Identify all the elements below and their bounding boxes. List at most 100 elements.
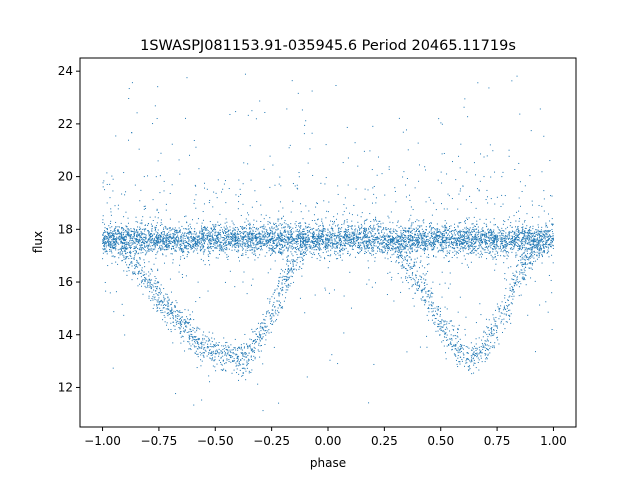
data-point — [365, 233, 367, 235]
data-point — [168, 231, 170, 233]
data-point — [292, 240, 294, 242]
data-point — [468, 232, 470, 234]
data-point — [405, 227, 407, 229]
data-point — [213, 224, 215, 226]
data-point — [330, 242, 332, 244]
data-point — [537, 237, 539, 239]
data-point — [333, 235, 335, 237]
data-point — [462, 248, 464, 250]
data-point — [342, 253, 344, 255]
data-point — [393, 240, 395, 242]
data-point — [521, 232, 523, 234]
data-point — [350, 245, 352, 247]
data-point — [475, 237, 477, 239]
data-point — [251, 233, 253, 235]
data-point — [401, 243, 403, 245]
data-point — [317, 229, 319, 231]
data-point — [505, 241, 507, 243]
data-point — [355, 240, 357, 242]
data-point — [366, 240, 368, 242]
data-point — [273, 242, 275, 244]
data-point — [318, 246, 320, 248]
data-point — [239, 231, 241, 233]
data-point — [307, 241, 309, 243]
data-point — [412, 251, 414, 253]
data-point — [237, 245, 239, 247]
data-point — [138, 236, 140, 238]
data-point — [405, 242, 407, 244]
data-point — [278, 234, 280, 236]
data-point — [204, 234, 206, 236]
data-point — [176, 229, 178, 231]
data-point — [318, 248, 320, 250]
data-point — [254, 244, 256, 246]
data-point — [126, 231, 128, 233]
data-point — [147, 240, 149, 242]
data-point — [343, 240, 345, 242]
data-point — [532, 252, 534, 254]
data-point — [514, 233, 516, 235]
data-point — [452, 251, 454, 253]
data-point — [412, 239, 414, 241]
data-point — [277, 245, 279, 247]
data-point — [492, 241, 494, 243]
data-point — [159, 247, 161, 249]
data-point — [200, 247, 202, 249]
data-point — [209, 242, 211, 244]
data-point — [323, 228, 325, 230]
data-point — [459, 237, 461, 239]
data-point — [104, 243, 106, 245]
data-point — [313, 234, 315, 236]
data-point — [506, 235, 508, 237]
data-point — [293, 239, 295, 241]
data-point — [135, 240, 137, 242]
data-point — [107, 242, 109, 244]
data-point — [465, 235, 467, 237]
data-point — [374, 237, 376, 239]
data-point — [171, 229, 173, 231]
data-point — [214, 229, 216, 231]
data-point — [246, 240, 248, 242]
data-point — [295, 230, 297, 232]
data-point — [302, 239, 304, 241]
data-point — [522, 242, 524, 244]
data-point — [413, 240, 415, 242]
data-point — [160, 235, 162, 237]
data-point — [318, 235, 320, 237]
data-point — [484, 246, 486, 248]
data-point — [109, 243, 111, 245]
data-point — [366, 244, 368, 246]
data-point — [241, 357, 243, 359]
data-point — [424, 248, 426, 250]
data-point — [191, 235, 193, 237]
data-point — [180, 237, 182, 239]
data-point — [387, 239, 389, 241]
data-point — [315, 236, 317, 238]
data-point — [201, 233, 203, 235]
data-point — [163, 239, 165, 241]
data-point — [423, 248, 425, 250]
data-point — [159, 241, 161, 243]
data-point — [515, 242, 517, 244]
data-point — [495, 244, 497, 246]
data-point — [373, 245, 375, 247]
data-point — [117, 229, 119, 231]
data-point — [257, 233, 259, 235]
data-point — [281, 252, 283, 254]
data-point — [360, 227, 362, 229]
data-point — [496, 252, 498, 254]
data-point — [141, 223, 143, 225]
data-point — [474, 237, 476, 239]
data-point — [335, 251, 337, 253]
data-point — [259, 254, 261, 256]
data-point — [243, 237, 245, 239]
data-point — [441, 241, 443, 243]
data-point — [439, 232, 441, 234]
data-point — [482, 233, 484, 235]
data-point — [486, 225, 488, 227]
data-point — [450, 225, 452, 227]
data-point — [113, 248, 115, 250]
data-point — [466, 243, 468, 245]
data-point — [331, 247, 333, 249]
data-point — [280, 236, 282, 238]
